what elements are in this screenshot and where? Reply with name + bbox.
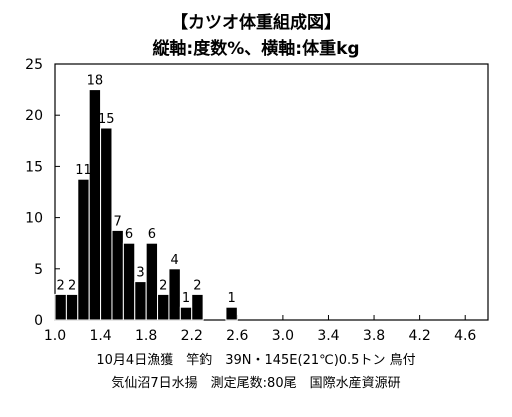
landing-info-note: 気仙沼7日水揚 測定尾数:80尾 国際水産資源研 — [111, 376, 401, 391]
histogram-bar — [191, 293, 204, 321]
x-tick-label: 1.8 — [135, 328, 157, 344]
x-tick-label: 4.2 — [408, 328, 430, 344]
bar-count-label: 2 — [57, 278, 65, 293]
y-tick-label: 0 — [34, 313, 43, 329]
histogram-bar — [225, 306, 238, 321]
histogram-bar — [122, 242, 136, 321]
bars-group — [54, 89, 238, 321]
histogram-bar — [77, 178, 90, 321]
chart-title: 【カツオ体重組成図】 — [171, 13, 341, 33]
x-tick-label: 2.6 — [226, 328, 248, 344]
x-axis: 1.0 1.4 1.8 2.2 2.6 3.0 3.4 3.8 4.2 4.6 — [44, 315, 476, 344]
bar-count-label: 18 — [87, 74, 104, 89]
x-tick-label: 3.0 — [272, 328, 294, 344]
histogram-bar — [54, 293, 67, 321]
bar-count-label: 11 — [75, 163, 92, 178]
x-tick-label: 1.4 — [89, 328, 111, 344]
histogram-bar — [134, 281, 147, 321]
bar-count-label: 2 — [159, 278, 167, 293]
histogram-bar — [111, 229, 124, 321]
x-tick-label: 3.4 — [317, 328, 339, 344]
x-tick-label: 3.8 — [363, 328, 385, 344]
bar-count-label: 1 — [182, 291, 190, 306]
histogram-bar — [145, 242, 159, 321]
bar-count-label: 7 — [114, 214, 122, 229]
histogram-bar — [65, 293, 79, 321]
y-tick-label: 20 — [25, 108, 43, 124]
histogram-bar — [157, 293, 170, 321]
x-tick-label: 2.2 — [181, 328, 203, 344]
y-tick-label: 10 — [25, 211, 43, 227]
bar-count-label: 4 — [171, 253, 179, 268]
bar-count-label: 3 — [136, 266, 144, 281]
y-axis: 0 5 10 15 20 25 — [25, 57, 60, 329]
bar-count-label: 2 — [193, 278, 201, 293]
bar-count-label: 15 — [98, 112, 115, 127]
y-tick-label: 5 — [34, 262, 43, 278]
bar-count-label: 6 — [148, 227, 156, 242]
histogram-bar — [179, 306, 193, 321]
bar-count-label: 6 — [125, 227, 133, 242]
histogram-bar — [100, 127, 113, 321]
y-tick-label: 25 — [25, 57, 43, 73]
y-tick-label: 15 — [25, 159, 43, 175]
chart-subtitle: 縦軸:度数%、横軸:体重kg — [152, 39, 360, 59]
bar-count-label: 1 — [227, 291, 235, 306]
bar-count-label: 2 — [68, 278, 76, 293]
plot-frame — [54, 63, 489, 321]
histogram-bar — [168, 268, 181, 321]
catch-info-note: 10月4日漁獲 竿釣 39N・145E(21℃)0.5トン 鳥付 — [96, 353, 416, 368]
x-tick-label: 4.6 — [454, 328, 476, 344]
x-tick-label: 1.0 — [44, 328, 66, 344]
